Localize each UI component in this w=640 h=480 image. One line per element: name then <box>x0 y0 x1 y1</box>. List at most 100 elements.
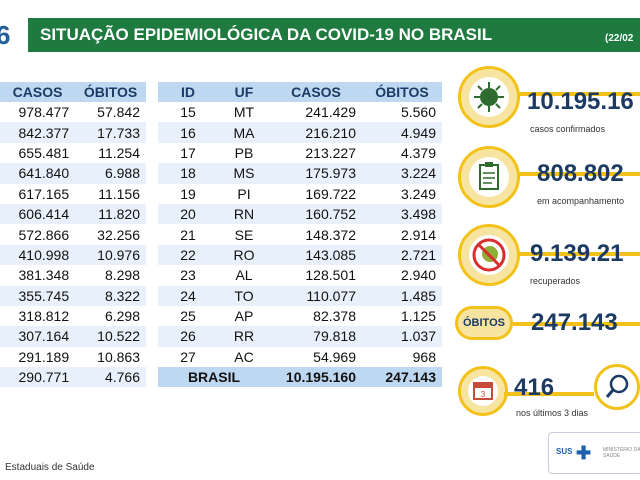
column-header-uf: UF <box>218 82 270 102</box>
obitos-cell: 8.322 <box>75 285 146 306</box>
table-row: 290.771 4.766 <box>0 367 146 388</box>
casos-cell: 54.969 <box>270 346 362 368</box>
obitos-cell: 2.940 <box>362 265 442 286</box>
uf-cell: MT <box>218 102 270 123</box>
table-row: 15 MT 241.429 5.560 <box>158 102 442 123</box>
table-row: 19 PI 169.722 3.249 <box>158 183 442 204</box>
obitos-cell: 2.721 <box>362 244 442 266</box>
casos-cell: 641.840 <box>0 163 76 184</box>
table-row: 26 RR 79.818 1.037 <box>158 326 442 347</box>
source-note: Estaduais de Saúde <box>5 462 95 473</box>
search-button[interactable] <box>594 364 640 410</box>
uf-cell: PI <box>218 183 270 204</box>
obitos-cell: 1.485 <box>362 285 442 306</box>
id-cell: 17 <box>158 142 218 164</box>
table-row: 606.414 11.820 <box>0 203 146 225</box>
confirmed-icon-badge <box>458 66 520 128</box>
table-row: 655.481 11.254 <box>0 142 146 164</box>
obitos-cell: 4.766 <box>75 367 146 388</box>
confirmed-bar <box>517 92 640 96</box>
uf-cell: MS <box>218 163 270 184</box>
uf-cell: AP <box>218 305 270 327</box>
svg-text:3: 3 <box>481 390 486 399</box>
deaths-bar <box>513 322 640 326</box>
recent-icon-badge: 3 <box>458 366 508 416</box>
total-casos: 10.195.160 <box>270 367 362 388</box>
uf-cell: AC <box>218 346 270 368</box>
calendar-icon: 3 <box>468 376 498 406</box>
obitos-cell: 2.914 <box>362 224 442 245</box>
column-header-casos: CASOS <box>270 82 362 102</box>
uf-cell: RO <box>218 244 270 266</box>
table-row: 23 AL 128.501 2.940 <box>158 265 442 286</box>
obitos-cell: 3.249 <box>362 183 442 204</box>
id-cell: 22 <box>158 244 218 266</box>
obitos-cell: 3.498 <box>362 203 442 225</box>
date-label: (22/02 <box>605 33 634 44</box>
obitos-cell: 6.298 <box>75 305 146 327</box>
monitoring-caption: em acompanhamento <box>537 196 625 206</box>
table-row: 18 MS 175.973 3.224 <box>158 163 442 184</box>
casos-cell: 381.348 <box>0 265 76 286</box>
obitos-cell: 10.522 <box>75 326 146 347</box>
uf-cell: PB <box>218 142 270 164</box>
obitos-cell: 1.037 <box>362 326 442 347</box>
table-row: 16 MA 216.210 4.949 <box>158 122 442 143</box>
obitos-cell: 4.379 <box>362 142 442 164</box>
casos-cell: 82.378 <box>270 305 362 327</box>
table-row: 21 SE 148.372 2.914 <box>158 224 442 245</box>
table-row: 307.164 10.522 <box>0 326 146 347</box>
table-row: 20 RN 160.752 3.498 <box>158 203 442 225</box>
clipboard-icon <box>469 157 509 197</box>
obitos-cell: 10.863 <box>75 346 146 368</box>
table-row: 842.377 17.733 <box>0 122 146 143</box>
casos-cell: 410.998 <box>0 244 76 266</box>
states-table-left: CASOS ÓBITOS 978.477 57.842 842.377 17.733 6… <box>0 82 146 388</box>
casos-cell: 110.077 <box>270 285 362 306</box>
total-label: BRASIL <box>158 367 270 388</box>
column-header-obitos: ÓBITOS <box>75 82 146 102</box>
casos-cell: 307.164 <box>0 326 76 347</box>
column-header-obitos: ÓBITOS <box>362 82 442 102</box>
obitos-cell: 57.842 <box>75 102 146 123</box>
table-row: 318.812 6.298 <box>0 305 146 327</box>
uf-cell: AL <box>218 265 270 286</box>
obitos-cell: 32.256 <box>75 224 146 245</box>
obitos-cell: 11.254 <box>75 142 146 164</box>
casos-cell: 617.165 <box>0 183 76 204</box>
casos-cell: 318.812 <box>0 305 76 327</box>
no-virus-icon <box>469 235 509 275</box>
recovered-bar <box>517 252 640 256</box>
id-cell: 18 <box>158 163 218 184</box>
obitos-cell: 8.298 <box>75 265 146 286</box>
casos-cell: 213.227 <box>270 142 362 164</box>
total-obitos: 247.143 <box>362 367 442 388</box>
table-row: 22 RO 143.085 2.721 <box>158 244 442 266</box>
id-cell: 16 <box>158 122 218 143</box>
id-cell: 20 <box>158 203 218 225</box>
id-cell: 25 <box>158 305 218 327</box>
obitos-cell: 3.224 <box>362 163 442 184</box>
table-row: 381.348 8.298 <box>0 265 146 286</box>
casos-cell: 175.973 <box>270 163 362 184</box>
page-title: SITUAÇÃO EPIDEMIOLÓGICA DA COVID-19 NO B… <box>40 25 493 44</box>
obitos-cell: 4.949 <box>362 122 442 143</box>
title-bar <box>28 18 640 52</box>
monitoring-bar <box>517 172 640 176</box>
uf-cell: TO <box>218 285 270 306</box>
uf-cell: SE <box>218 224 270 245</box>
table-row: 617.165 11.156 <box>0 183 146 204</box>
casos-cell: 842.377 <box>0 122 76 143</box>
obitos-cell: 968 <box>362 346 442 368</box>
id-cell: 24 <box>158 285 218 306</box>
id-cell: 23 <box>158 265 218 286</box>
id-cell: 15 <box>158 102 218 123</box>
sus-logo: SUS ✚ MINISTÉRIO DA SAÚDE <box>548 432 640 474</box>
recent-value: 416 <box>514 374 555 401</box>
id-cell: 27 <box>158 346 218 368</box>
virus-icon <box>469 77 509 117</box>
casos-cell: 291.189 <box>0 346 76 368</box>
cross-icon: ✚ <box>576 443 592 463</box>
table-row: 572.866 32.256 <box>0 224 146 245</box>
bulletin-number: 6 <box>0 20 20 50</box>
